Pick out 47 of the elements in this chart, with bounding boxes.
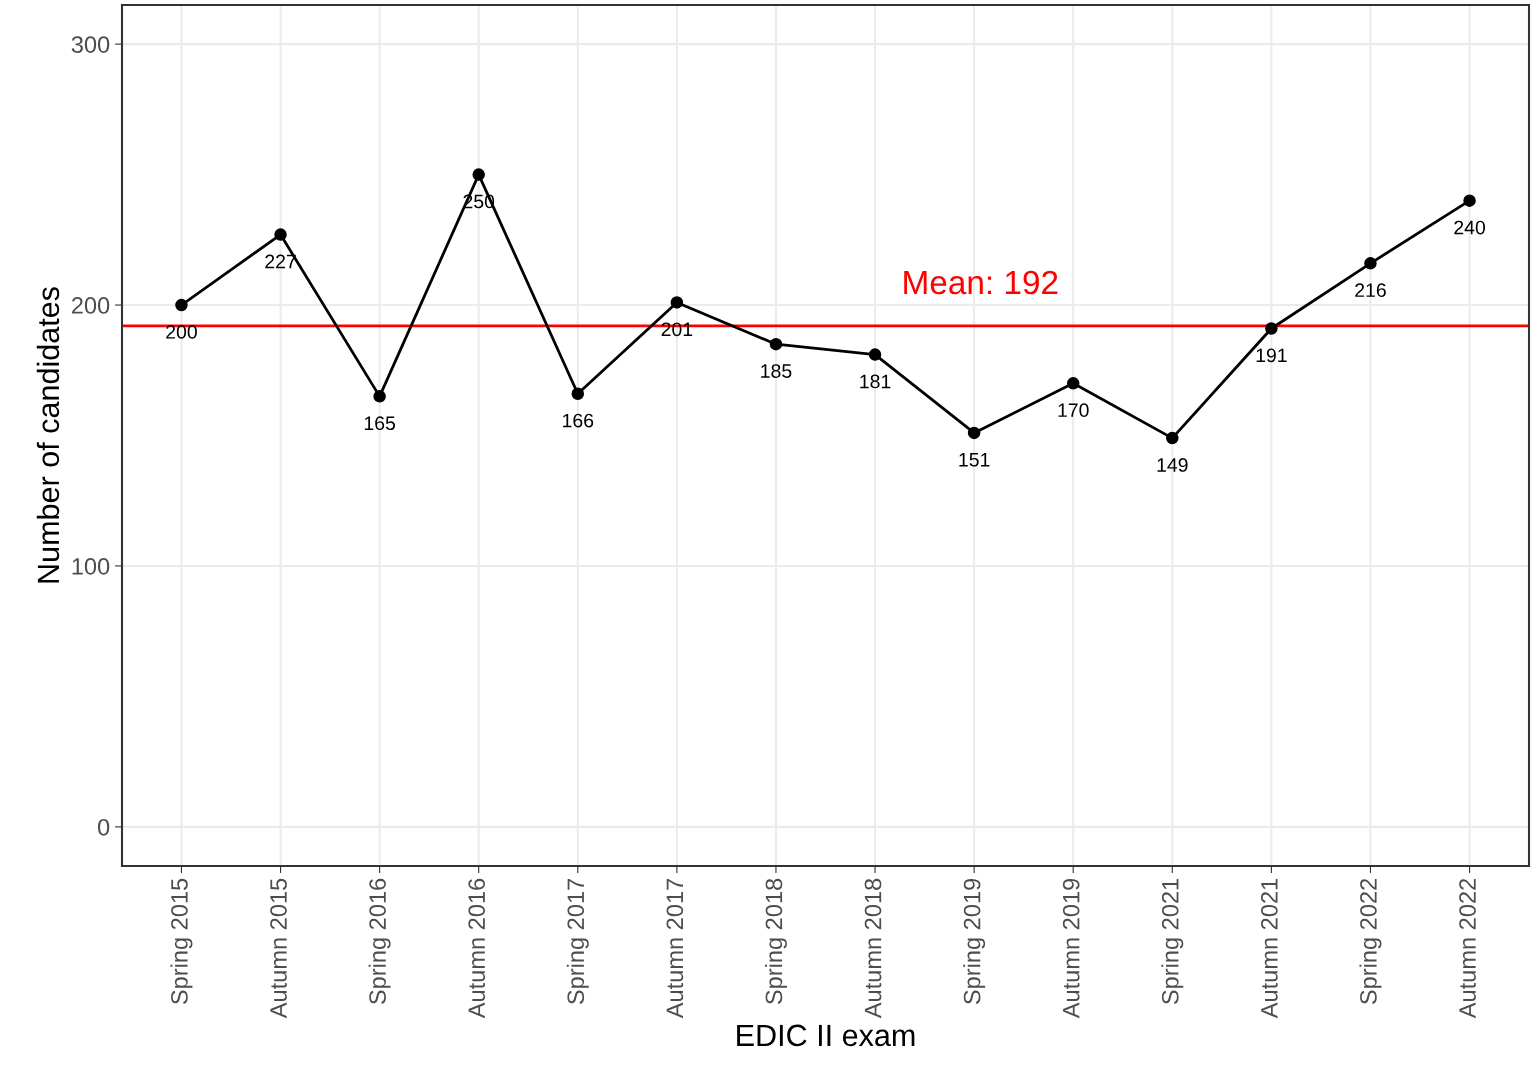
data-label: 170	[1058, 403, 1089, 418]
y-axis-title: Number of candidates	[36, 287, 60, 583]
x-tick-label: Spring 2019	[963, 878, 986, 1005]
data-label: 227	[265, 254, 296, 269]
x-tick-label: Spring 2022	[1359, 878, 1382, 1005]
point	[1265, 322, 1278, 335]
x-tick-label: Spring 2016	[368, 878, 391, 1005]
x-tick-label: Autumn 2016	[468, 878, 486, 1019]
x-tick-label: Autumn 2017	[666, 878, 684, 1019]
data-label: 185	[761, 364, 792, 378]
data-label: 151	[959, 453, 990, 467]
x-tick-label: Autumn 2019	[1062, 878, 1080, 1019]
x-tick-label: Autumn 2021	[1261, 878, 1278, 1019]
x-tick-label: Spring 2018	[764, 878, 787, 1005]
point	[175, 298, 188, 312]
point	[472, 168, 485, 181]
point	[1364, 257, 1377, 270]
point	[967, 426, 981, 440]
y-tick-label: 100	[72, 558, 110, 575]
data-label: 191	[1256, 348, 1287, 363]
x-tick-label: Autumn 2018	[864, 878, 882, 1019]
x-tick-label: Spring 2017	[566, 878, 589, 1005]
point	[1066, 377, 1080, 390]
data-label: 216	[1355, 283, 1386, 298]
x-tick-label: Autumn 2015	[270, 878, 287, 1019]
point	[1166, 431, 1179, 445]
point	[670, 296, 684, 309]
data-label: 240	[1454, 220, 1486, 235]
data-label: 165	[364, 416, 396, 431]
data-label: 166	[563, 413, 594, 428]
point	[373, 390, 386, 403]
point	[1463, 194, 1476, 207]
point	[274, 228, 287, 241]
y-tick-label: 300	[71, 36, 110, 53]
y-tick-label: 200	[71, 297, 110, 314]
data-label: 200	[166, 325, 197, 339]
x-tick-label: Autumn 2022	[1459, 878, 1476, 1019]
point	[571, 387, 585, 401]
x-tick-label: Spring 2015	[170, 878, 193, 1005]
x-tick-label: Spring 2021	[1161, 878, 1184, 1005]
ref-line-label: Mean: 192	[904, 270, 1058, 295]
x-axis-title: EDIC II exam	[737, 1024, 915, 1047]
point	[769, 337, 783, 351]
point	[868, 348, 882, 361]
y-tick-label: 0	[97, 818, 110, 836]
data-label: 149	[1157, 458, 1188, 472]
data-label: 181	[860, 374, 891, 389]
